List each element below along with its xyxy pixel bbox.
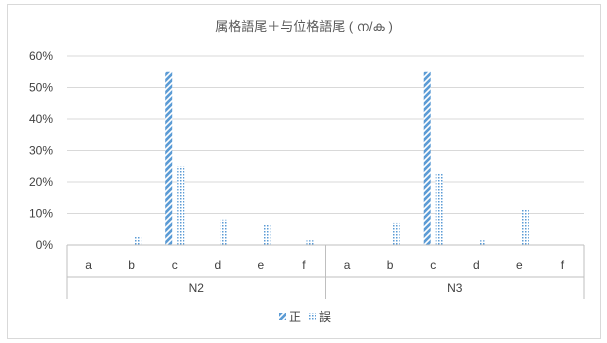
group-label: N2: [189, 281, 205, 295]
x-tick-label: a: [344, 258, 351, 272]
x-tick-label: c: [430, 258, 436, 272]
x-tick-label: e: [516, 258, 523, 272]
x-tick-label: b: [387, 258, 394, 272]
y-tick-label: 0%: [36, 238, 54, 252]
x-tick-label: d: [473, 258, 480, 272]
legend-label: 誤: [319, 309, 331, 324]
bar-error: [263, 224, 271, 245]
legend-swatch: [309, 313, 316, 320]
bar-error: [306, 240, 314, 245]
bar-correct: [423, 71, 431, 245]
x-tick-label: a: [85, 258, 92, 272]
bar-error: [220, 219, 228, 245]
y-tick-label: 20%: [29, 175, 53, 189]
bar-error: [435, 172, 443, 245]
bar-error: [134, 235, 142, 245]
bar-error: [521, 208, 529, 245]
legend-label: 正: [289, 310, 301, 324]
group-label: N3: [447, 281, 463, 295]
x-tick-label: c: [172, 258, 178, 272]
bar-error: [392, 222, 400, 245]
bar-error: [478, 240, 486, 245]
x-tick-label: f: [561, 258, 565, 272]
x-tick-label: f: [302, 258, 306, 272]
x-tick-label: d: [214, 258, 221, 272]
x-tick-label: b: [128, 258, 135, 272]
bar-correct: [165, 71, 173, 245]
bar-error: [177, 166, 185, 245]
legend-swatch: [279, 313, 286, 320]
y-tick-label: 50%: [29, 81, 53, 95]
chart-title: 属格語尾＋与位格語尾 ( ന/ക ): [215, 19, 393, 34]
chart-frame: [7, 4, 601, 339]
y-tick-label: 30%: [29, 144, 53, 158]
y-tick-label: 10%: [29, 207, 53, 221]
y-tick-label: 60%: [29, 49, 53, 63]
y-tick-label: 40%: [29, 112, 53, 126]
x-tick-label: e: [258, 258, 265, 272]
